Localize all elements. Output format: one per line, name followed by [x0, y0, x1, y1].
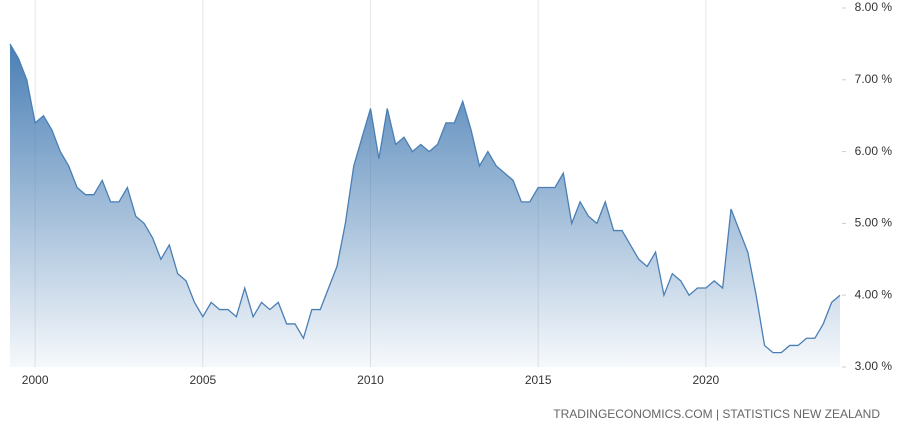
source: TRADINGECONOMICS.COM | STATISTICS NEW ZE…	[553, 407, 880, 421]
y-tick-label: 4.00 %	[855, 287, 893, 301]
area	[10, 43, 840, 368]
y-tick-label: 7.00 %	[855, 72, 893, 86]
x-tick-label: 2010	[357, 373, 384, 387]
y-tick-label: 6.00 %	[855, 144, 893, 158]
x-tick-label: 2020	[693, 373, 720, 387]
x-tick-label: 2015	[525, 373, 552, 387]
line	[9, 43, 841, 354]
x-tick-label: 2005	[189, 373, 216, 387]
y-tick-label: 3.00 %	[855, 359, 893, 373]
y-tick-label: 5.00 %	[855, 216, 893, 230]
y-tick-label: 8.00 %	[855, 0, 893, 14]
x-tick-label: 2000	[22, 373, 49, 387]
